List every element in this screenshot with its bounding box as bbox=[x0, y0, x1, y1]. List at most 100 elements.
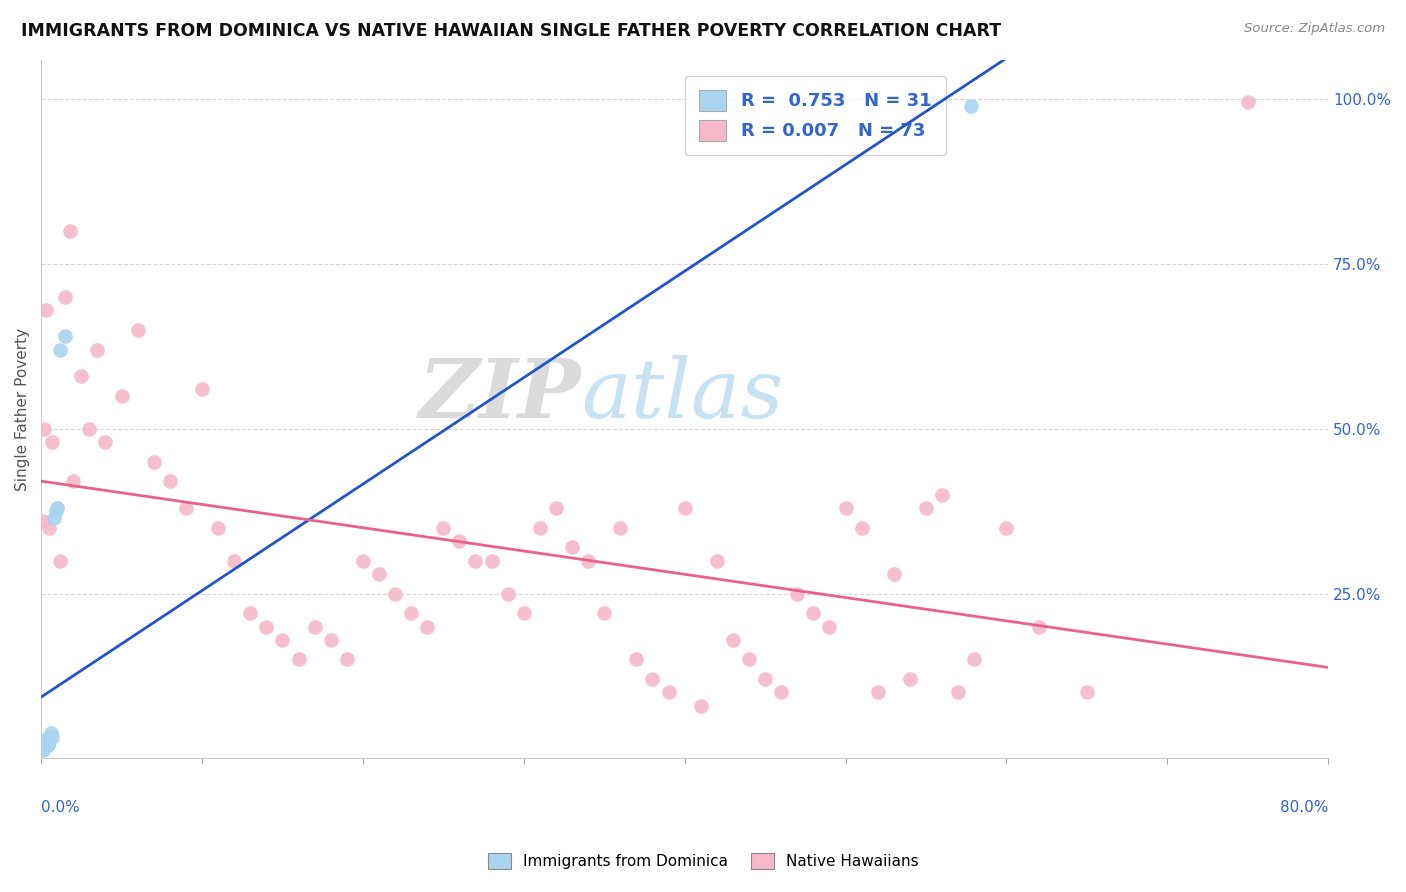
Point bbox=[770, 685, 793, 699]
Point bbox=[271, 632, 294, 647]
Point bbox=[59, 224, 82, 238]
Point bbox=[657, 685, 679, 699]
Text: ZIP: ZIP bbox=[419, 355, 582, 435]
Point bbox=[960, 99, 983, 113]
Point bbox=[31, 735, 53, 749]
Legend: R =  0.753   N = 31, R = 0.007   N = 73: R = 0.753 N = 31, R = 0.007 N = 73 bbox=[685, 76, 946, 155]
Point bbox=[1236, 95, 1258, 110]
Point bbox=[254, 619, 277, 633]
Point bbox=[31, 739, 53, 754]
Point bbox=[898, 672, 921, 686]
Point bbox=[38, 521, 60, 535]
Point bbox=[754, 672, 776, 686]
Point bbox=[49, 553, 72, 567]
Point bbox=[45, 504, 67, 518]
Point bbox=[31, 743, 53, 757]
Point bbox=[35, 739, 58, 754]
Point bbox=[416, 619, 439, 633]
Point bbox=[35, 737, 58, 751]
Point bbox=[544, 500, 567, 515]
Point bbox=[834, 500, 856, 515]
Point bbox=[110, 389, 132, 403]
Point bbox=[35, 303, 58, 318]
Point bbox=[673, 500, 696, 515]
Point bbox=[38, 732, 60, 747]
Point bbox=[464, 553, 486, 567]
Point bbox=[32, 737, 55, 751]
Point bbox=[46, 500, 69, 515]
Point bbox=[529, 521, 551, 535]
Point bbox=[62, 475, 84, 489]
Point bbox=[142, 455, 165, 469]
Y-axis label: Single Father Poverty: Single Father Poverty bbox=[15, 327, 30, 491]
Point bbox=[191, 382, 214, 396]
Point bbox=[818, 619, 841, 633]
Point bbox=[931, 488, 953, 502]
Point bbox=[399, 607, 422, 621]
Point bbox=[34, 741, 56, 756]
Point bbox=[738, 652, 761, 666]
Point bbox=[127, 323, 149, 337]
Point bbox=[496, 586, 519, 600]
Point bbox=[34, 737, 56, 751]
Point bbox=[786, 586, 808, 600]
Point bbox=[304, 619, 326, 633]
Point bbox=[70, 369, 93, 384]
Text: IMMIGRANTS FROM DOMINICA VS NATIVE HAWAIIAN SINGLE FATHER POVERTY CORRELATION CH: IMMIGRANTS FROM DOMINICA VS NATIVE HAWAI… bbox=[21, 22, 1001, 40]
Point bbox=[866, 685, 889, 699]
Point bbox=[32, 740, 55, 755]
Point bbox=[31, 514, 53, 528]
Point bbox=[34, 739, 56, 754]
Point bbox=[1028, 619, 1050, 633]
Point bbox=[224, 553, 246, 567]
Legend: Immigrants from Dominica, Native Hawaiians: Immigrants from Dominica, Native Hawaiia… bbox=[481, 847, 925, 875]
Point bbox=[34, 738, 56, 752]
Text: atlas: atlas bbox=[582, 355, 785, 435]
Point bbox=[79, 422, 101, 436]
Point bbox=[37, 735, 59, 749]
Point bbox=[706, 553, 728, 567]
Point bbox=[352, 553, 374, 567]
Point bbox=[946, 685, 969, 699]
Point bbox=[883, 566, 905, 581]
Text: 0.0%: 0.0% bbox=[41, 800, 80, 815]
Point bbox=[239, 607, 262, 621]
Point bbox=[287, 652, 309, 666]
Point bbox=[41, 731, 63, 745]
Point bbox=[35, 735, 58, 749]
Point bbox=[53, 290, 76, 304]
Point bbox=[513, 607, 536, 621]
Point bbox=[174, 500, 197, 515]
Point bbox=[319, 632, 342, 647]
Point bbox=[53, 329, 76, 343]
Point bbox=[38, 735, 60, 749]
Point bbox=[576, 553, 599, 567]
Point bbox=[384, 586, 406, 600]
Text: Source: ZipAtlas.com: Source: ZipAtlas.com bbox=[1244, 22, 1385, 36]
Point bbox=[336, 652, 359, 666]
Point bbox=[432, 521, 454, 535]
Point bbox=[37, 732, 59, 747]
Point bbox=[86, 343, 108, 357]
Point bbox=[34, 422, 56, 436]
Point bbox=[39, 726, 62, 740]
Point bbox=[995, 521, 1018, 535]
Point bbox=[593, 607, 616, 621]
Point bbox=[626, 652, 648, 666]
Point bbox=[31, 738, 53, 752]
Point bbox=[207, 521, 229, 535]
Point bbox=[801, 607, 824, 621]
Point bbox=[963, 652, 986, 666]
Point bbox=[42, 510, 65, 524]
Point bbox=[49, 343, 72, 357]
Point bbox=[34, 735, 56, 749]
Point bbox=[1076, 685, 1098, 699]
Point bbox=[641, 672, 664, 686]
Point bbox=[609, 521, 631, 535]
Text: 80.0%: 80.0% bbox=[1279, 800, 1329, 815]
Point bbox=[31, 741, 53, 756]
Point bbox=[851, 521, 873, 535]
Point bbox=[689, 698, 711, 713]
Point bbox=[35, 731, 58, 746]
Point bbox=[561, 541, 583, 555]
